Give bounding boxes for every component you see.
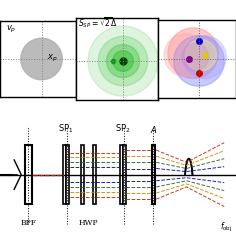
Bar <box>81 145 84 204</box>
Bar <box>66 145 69 204</box>
Bar <box>93 145 96 204</box>
Circle shape <box>183 36 226 78</box>
Circle shape <box>168 28 219 78</box>
Circle shape <box>174 36 224 86</box>
Bar <box>123 145 126 204</box>
Circle shape <box>98 36 148 86</box>
Bar <box>120 145 123 204</box>
Circle shape <box>21 38 62 80</box>
Bar <box>25 145 32 204</box>
Text: $f_\mathrm{obj}$: $f_\mathrm{obj}$ <box>220 221 233 234</box>
Text: BPF: BPF <box>20 219 36 227</box>
Circle shape <box>88 26 158 96</box>
Text: $A$: $A$ <box>150 124 157 135</box>
Text: $\mathrm{SP_1}$: $\mathrm{SP_1}$ <box>58 123 74 135</box>
Text: HWP: HWP <box>79 219 98 227</box>
Text: $S_{SP}=\sqrt{2}\Delta$: $S_{SP}=\sqrt{2}\Delta$ <box>78 15 117 30</box>
Text: $\mathrm{SP_2}$: $\mathrm{SP_2}$ <box>115 123 131 135</box>
Circle shape <box>181 43 209 71</box>
Circle shape <box>113 51 133 71</box>
Text: $x_p$: $x_p$ <box>47 52 58 63</box>
Bar <box>63 145 66 204</box>
Circle shape <box>164 34 207 76</box>
Text: $v_p$: $v_p$ <box>6 24 16 35</box>
Circle shape <box>106 45 139 78</box>
Bar <box>152 145 155 204</box>
Circle shape <box>185 39 217 71</box>
